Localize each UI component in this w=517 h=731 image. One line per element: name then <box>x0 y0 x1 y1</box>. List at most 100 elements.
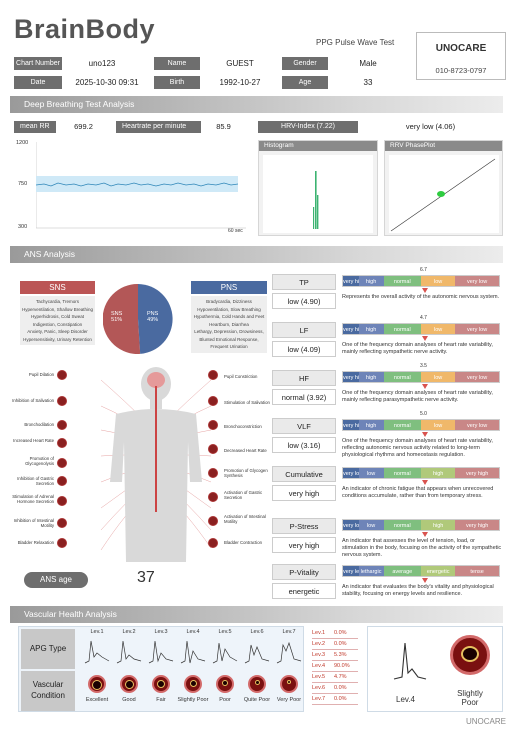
organ-label: Increased Heart Rate <box>13 438 54 443</box>
scale-segment: very high <box>455 520 499 530</box>
metric-result: low (3.16) <box>272 437 336 453</box>
metric-description: An indicator of chronic fatigue that app… <box>342 486 494 499</box>
scale-segment: high <box>420 468 456 478</box>
lung-icon <box>57 420 67 430</box>
scale-segment: high <box>358 276 384 286</box>
organ-label: Pupil Dilation <box>28 372 54 377</box>
level-table-row: Lev.2 0.0% <box>312 639 358 650</box>
bladder-icon <box>57 538 67 548</box>
sns-label: SNS <box>20 281 95 294</box>
metric-key: TP <box>272 274 336 290</box>
y-tick-750: 750 <box>18 181 28 187</box>
scale-segment: very low <box>455 324 499 334</box>
metric-key: Cumulative Fatigue <box>272 466 336 495</box>
scale-segment: low <box>420 324 456 334</box>
metric-scale: very lethargiclethargicaverageenergetict… <box>342 565 500 577</box>
condition-label: Slightly Poor <box>177 697 209 703</box>
organ-label: Stimulation of Salivation <box>224 400 270 405</box>
organ-label: Activation of Intestinal Motility <box>224 514 266 524</box>
result-apg-wave <box>393 642 427 680</box>
organ-label: Inhibition of Gastric Secretion <box>17 476 54 486</box>
level-table-pct: 0.0% <box>334 685 347 691</box>
level-table-pct: 4.7% <box>334 674 347 680</box>
sns-item: Tachycardia, Tremors <box>35 299 79 304</box>
metric-key: P-Vitality <box>272 564 336 580</box>
intestine-icon <box>208 516 218 526</box>
result-condition: Slightly Poor <box>457 689 483 707</box>
pns-item: Hypoventilation, Slow Breathing <box>197 306 261 312</box>
level-table-row: Lev.6 0.0% <box>312 683 358 694</box>
histogram-svg <box>263 155 373 233</box>
metric-scale: very lowlownormalhighvery high <box>342 519 500 531</box>
name-label: Name <box>154 57 200 70</box>
scale-segment: normal <box>383 372 421 382</box>
condition-label: Very Poor <box>276 697 302 703</box>
metric-marker-icon <box>422 480 428 485</box>
organ-label: Decreased Heart Rate <box>224 448 267 453</box>
rr-trace-line <box>36 182 239 187</box>
pns-item: Lethargy, Depression, Drowsiness, Blunte… <box>194 329 264 349</box>
metric-marker-icon <box>422 336 428 341</box>
scale-segment: low <box>420 372 456 382</box>
organ-label: Inhibition of Salivation <box>12 398 54 403</box>
scale-segment: very low <box>343 468 359 478</box>
eye-icon <box>208 370 218 380</box>
x-unit: 60 sec <box>228 228 243 234</box>
level-label: Lev.2 <box>122 629 136 635</box>
hrv-panel: HRV-Index (7.22) very low (4.06) Histogr… <box>258 121 503 236</box>
apg-wave-icon <box>116 640 142 664</box>
hr-label: Heartrate per minute <box>116 121 201 133</box>
sns-item: Hyperhidrosis, Cold Sweat <box>30 314 85 319</box>
pns-item: Bradycardia, Dizziness <box>206 299 252 304</box>
date-value: 2025-10-30 09:31 <box>75 78 139 87</box>
metric-description: One of the frequency domain analyses of … <box>342 438 493 458</box>
pie-pns-slice <box>138 284 173 354</box>
level-table-level: Lev.7 <box>312 696 326 702</box>
vascular-cells: Lev.1 Excellent Lev.2 Good Lev.3 Fair Lev.4 Sli… <box>79 627 305 713</box>
scale-segment: normal <box>383 520 421 530</box>
saliva-icon <box>57 396 67 406</box>
metric-marker-icon <box>422 384 428 389</box>
level-label: Lev.5 <box>218 629 232 635</box>
ans-age-value: 37 <box>137 569 155 586</box>
y-tick-1200: 1200 <box>16 140 29 146</box>
phaseplot-svg <box>389 155 499 233</box>
birth-label: Birth <box>154 76 200 89</box>
scale-segment: normal <box>383 276 421 286</box>
condition-label: Excellent <box>85 697 109 703</box>
level-table-row: Lev.7 0.0% <box>312 694 358 705</box>
scale-segment: very low <box>455 372 499 382</box>
level-table-row: Lev.3 5.3% <box>312 650 358 661</box>
level-table-level: Lev.1 <box>312 630 326 636</box>
sns-item: Indigestion, Constipation <box>32 321 83 327</box>
stomach-icon <box>208 492 218 502</box>
scale-segment: very high <box>343 420 359 430</box>
company-box: UNOCARE 010-8723-0797 <box>416 32 506 80</box>
scale-segment: high <box>358 420 384 430</box>
gender-label: Gender <box>282 57 328 70</box>
scale-segment: lethargic <box>358 566 384 576</box>
metric-marker-icon <box>422 578 428 583</box>
ans-age-label: ANS age <box>24 572 88 588</box>
metric-scale: very highhighnormallowvery low <box>342 275 500 287</box>
lung-icon <box>208 420 218 430</box>
date-label: Date <box>14 76 62 89</box>
scale-segment: energetic <box>420 566 456 576</box>
metric-key: VLF <box>272 418 336 434</box>
organ-label: Activation of Gastric Secretion <box>224 490 263 500</box>
scale-segment: low <box>358 468 384 478</box>
scale-segment: tense <box>455 566 499 576</box>
apg-wave-icon <box>276 641 302 664</box>
level-table-level: Lev.3 <box>312 652 326 658</box>
condition-label: Quite Poor <box>243 697 271 703</box>
pns-item: Heartburn, Diarrhea <box>209 321 249 327</box>
level-table-level: Lev.5 <box>312 674 326 680</box>
name-value: GUEST <box>226 59 254 68</box>
metric-description: An indicator that assesses the level of … <box>342 538 502 558</box>
metric-description: An indicator that evaluates the body's v… <box>342 584 494 597</box>
level-table-pct: 0.0% <box>334 696 347 702</box>
pie-sns-slice <box>103 284 141 354</box>
apg-wave-icon <box>148 640 174 664</box>
scale-segment: high <box>358 372 384 382</box>
vessel-icon <box>280 675 298 693</box>
